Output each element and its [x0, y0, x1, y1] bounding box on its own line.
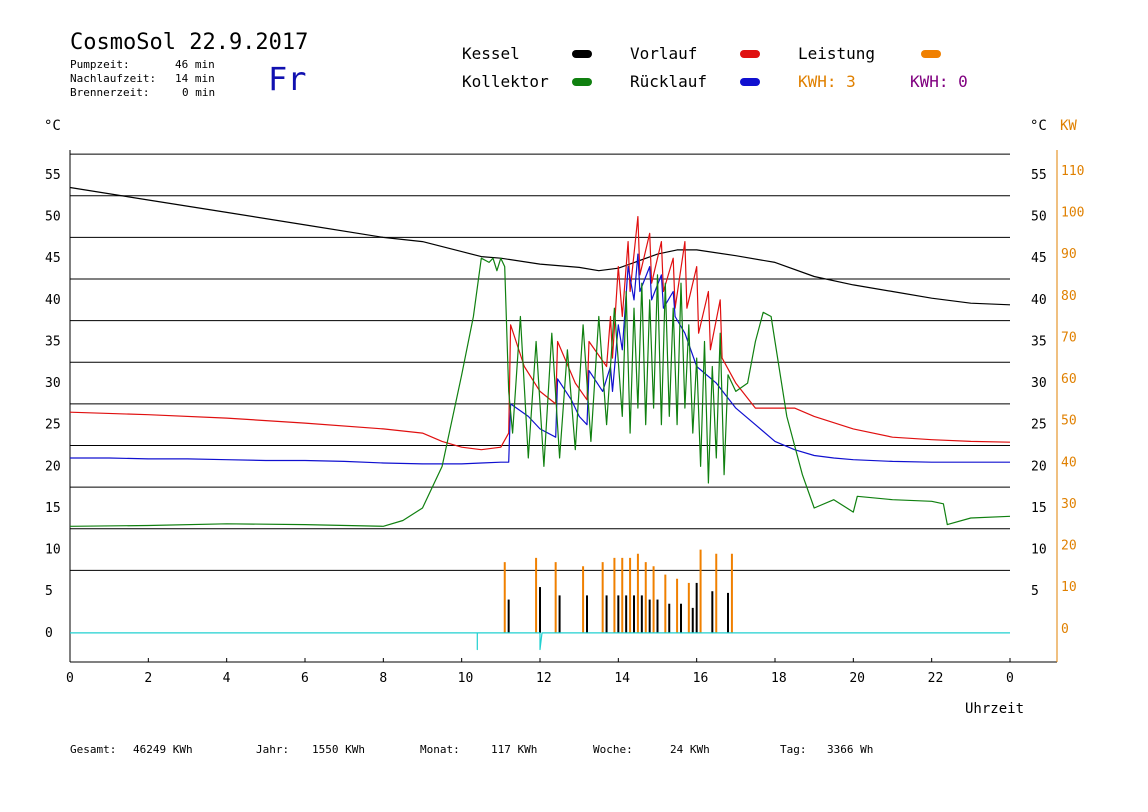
y-tick-right: 55 [1031, 168, 1047, 183]
y-tick-kw: 80 [1061, 289, 1077, 304]
footer-jahr-label: Jahr: [256, 743, 290, 756]
y-tick-left: 55 [45, 168, 61, 183]
stat-label-brennerzeit: Brennerzeit: [70, 86, 150, 99]
x-tick-label: 0 [66, 671, 74, 686]
footer-jahr-value: 1550 KWh [312, 743, 365, 756]
x-tick-label: 6 [301, 671, 309, 686]
footer-tag-value: 3366 Wh [827, 743, 874, 756]
x-tick-label: 2 [144, 671, 152, 686]
y-tick-right: 35 [1031, 334, 1047, 349]
x-tick-label: 0 [1006, 671, 1014, 686]
y-tick-right: 30 [1031, 376, 1047, 391]
y-tick-right: 10 [1031, 543, 1047, 558]
legend-ruecklauf-swatch [740, 78, 760, 86]
legend-kwh-brenner: KWH: 0 [910, 72, 968, 91]
footer-gesamt-value: 46249 KWh [133, 743, 193, 756]
y-tick-left: 25 [45, 418, 61, 433]
legend-kwh-leistung: KWH: 3 [798, 72, 856, 91]
x-tick-label: 10 [458, 671, 474, 686]
x-tick-label: 4 [223, 671, 231, 686]
legend-vorlauf-swatch [740, 50, 760, 58]
x-tick-label: 12 [536, 671, 552, 686]
y-tick-kw: 20 [1061, 539, 1077, 554]
y-tick-right: 15 [1031, 501, 1047, 516]
y-tick-kw: 10 [1061, 580, 1077, 595]
y-tick-kw: 50 [1061, 414, 1077, 429]
legend-kollektor-label: Kollektor [462, 72, 549, 91]
legend-kessel-swatch [572, 50, 592, 58]
y-tick-kw: 90 [1061, 247, 1077, 262]
legend-kessel-label: Kessel [462, 44, 520, 63]
y-tick-left: 20 [45, 459, 61, 474]
y-tick-left: 5 [45, 584, 53, 599]
footer-monat-label: Monat: [420, 743, 460, 756]
y-tick-right: 45 [1031, 251, 1047, 266]
y-tick-left: 30 [45, 376, 61, 391]
right-axis-unit-c: °C [1030, 118, 1047, 134]
x-tick-label: 14 [614, 671, 630, 686]
y-tick-kw: 40 [1061, 455, 1077, 470]
x-tick-label: 22 [928, 671, 944, 686]
y-tick-kw: 110 [1061, 164, 1084, 179]
weekday-label: Fr [268, 60, 307, 98]
legend-leistung-label: Leistung [798, 44, 876, 63]
footer-woche-value: 24 KWh [670, 743, 710, 756]
y-tick-right: 5 [1031, 584, 1039, 599]
right-axis-unit-kw: KW [1060, 118, 1077, 134]
legend-kollektor-swatch [572, 78, 592, 86]
x-tick-label: 18 [771, 671, 787, 686]
footer-tag-label: Tag: [780, 743, 807, 756]
y-tick-kw: 60 [1061, 372, 1077, 387]
x-tick-label: 16 [693, 671, 709, 686]
y-tick-left: 10 [45, 543, 61, 558]
series-r-cklauf-line [70, 253, 1010, 465]
x-tick-label: 20 [849, 671, 865, 686]
y-tick-left: 35 [45, 334, 61, 349]
y-tick-right: 20 [1031, 459, 1047, 474]
y-tick-right: 50 [1031, 210, 1047, 225]
y-tick-left: 15 [45, 501, 61, 516]
stat-label-nachlaufzeit: Nachlaufzeit: [70, 72, 157, 85]
legend-ruecklauf-label: Rücklauf [630, 72, 708, 91]
y-tick-kw: 100 [1061, 206, 1084, 221]
footer-gesamt-label: Gesamt: [70, 743, 117, 756]
series-vorlauf-line [69, 216, 1011, 451]
y-tick-right: 40 [1031, 293, 1047, 308]
y-tick-right: 25 [1031, 418, 1047, 433]
y-tick-kw: 30 [1061, 497, 1077, 512]
y-tick-left: 0 [45, 626, 53, 641]
stat-label-pumpzeit: Pumpzeit: [70, 58, 130, 71]
y-tick-left: 40 [45, 293, 61, 308]
legend-vorlauf-label: Vorlauf [630, 44, 698, 63]
y-tick-kw: 0 [1061, 622, 1069, 637]
y-tick-left: 45 [45, 251, 61, 266]
footer-woche-label: Woche: [593, 743, 633, 756]
stat-value-brennerzeit: 0 min [182, 86, 216, 99]
series-kollektor-line [69, 257, 1011, 527]
legend-leistung-swatch [921, 50, 941, 58]
y-tick-kw: 70 [1061, 330, 1077, 345]
x-axis-label: Uhrzeit [965, 701, 1025, 717]
stat-value-nachlaufzeit: 14 min [175, 72, 215, 85]
left-axis-unit: °C [44, 118, 61, 134]
x-tick-label: 8 [379, 671, 387, 686]
stat-value-pumpzeit: 46 min [175, 58, 215, 71]
series-brenner-line [70, 632, 1010, 651]
footer-monat-value: 117 KWh [491, 743, 538, 756]
chart-title: CosmoSol 22.9.2017 [70, 30, 309, 55]
y-tick-left: 50 [45, 210, 61, 225]
series-kessel-line [69, 186, 1011, 306]
